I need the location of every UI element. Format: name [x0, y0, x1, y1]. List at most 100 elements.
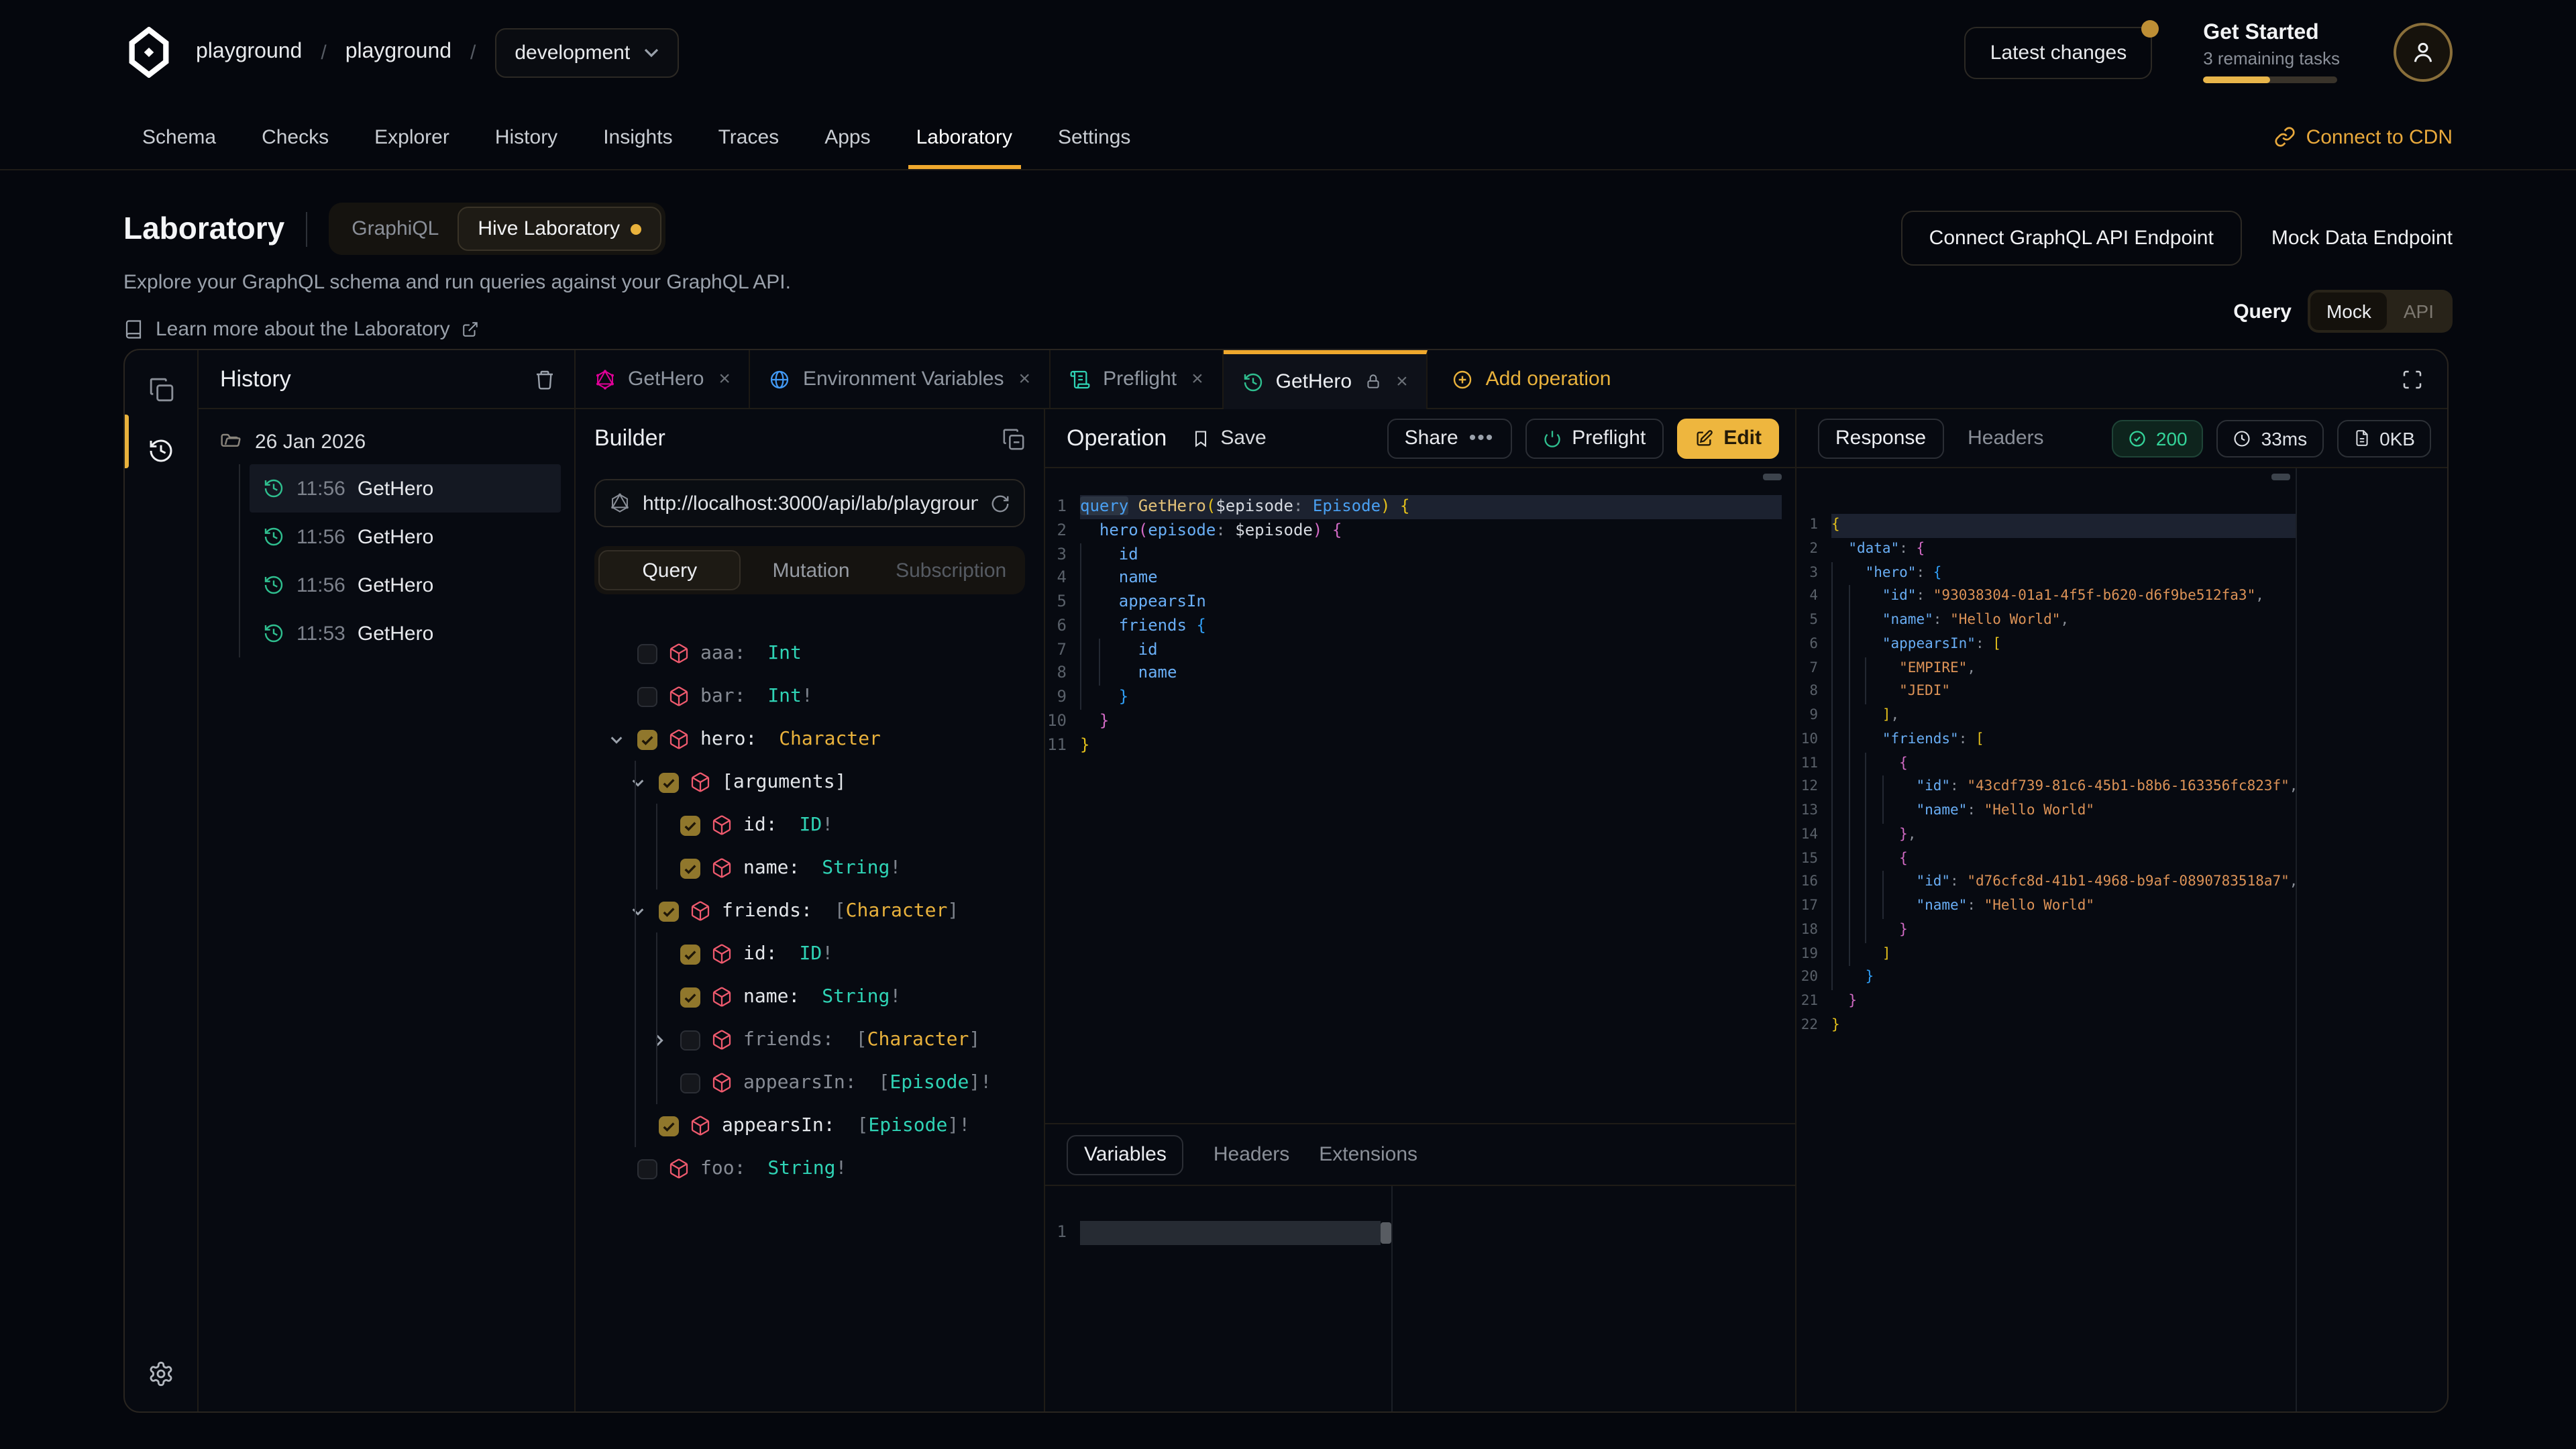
trash-icon[interactable]	[534, 368, 555, 390]
edit-button[interactable]: Edit	[1676, 418, 1779, 458]
field-checkbox[interactable]	[680, 1073, 700, 1093]
nav-item-schema[interactable]: Schema	[142, 125, 217, 148]
preflight-button[interactable]: Preflight	[1525, 418, 1664, 458]
close-tab-icon[interactable]: ×	[718, 368, 731, 390]
hive-logo-icon[interactable]	[123, 27, 174, 78]
target-selector[interactable]: development	[494, 28, 679, 77]
page-description: Explore your GraphQL schema and run quer…	[123, 271, 791, 294]
field-checkbox[interactable]	[637, 729, 657, 749]
history-entry-time: 11:53	[297, 622, 345, 645]
mode-option-api[interactable]: API	[2403, 301, 2434, 322]
builder-tab-subscription[interactable]: Subscription	[896, 559, 1007, 582]
connect-cdn-link[interactable]: Connect to CDN	[2274, 105, 2453, 169]
field-row-friends[interactable]: friends: [Character]	[594, 890, 1025, 932]
chevron-right-icon[interactable]	[648, 1032, 669, 1047]
mode-option-mock[interactable]: Mock	[2310, 292, 2387, 330]
history-entry[interactable]: 11:56 GetHero	[250, 561, 561, 609]
close-tab-icon[interactable]: ×	[1396, 370, 1408, 393]
operation-editor[interactable]: 1 query GetHero($episode: Episode) {2 her…	[1045, 468, 1795, 1123]
nav-item-checks[interactable]: Checks	[262, 125, 329, 148]
endpoint-url-input[interactable]	[643, 492, 978, 515]
field-checkbox[interactable]	[659, 901, 679, 921]
fullscreen-button[interactable]	[2377, 350, 2447, 408]
mock-data-endpoint-button[interactable]: Mock Data Endpoint	[2271, 227, 2453, 250]
chevron-down-icon[interactable]	[605, 732, 627, 747]
field-row-arguments[interactable]: [arguments]	[594, 761, 1025, 804]
field-checkbox[interactable]	[637, 1159, 657, 1179]
field-checkbox[interactable]	[659, 1116, 679, 1136]
nav-item-history[interactable]: History	[494, 125, 558, 148]
scrollbar-thumb[interactable]	[2271, 474, 2290, 480]
response-editor[interactable]: 1{2 "data": {3 "hero": {4 "id": "9303830…	[1796, 468, 2447, 1411]
builder-tab-query[interactable]: Query	[598, 550, 741, 590]
field-row-hero[interactable]: hero: Character	[594, 718, 1025, 761]
field-row-name[interactable]: name: String!	[594, 847, 1025, 890]
history-entry[interactable]: 11:53 GetHero	[250, 609, 561, 657]
bottom-tab-headers[interactable]: Headers	[1213, 1143, 1290, 1166]
field-row-name[interactable]: name: String!	[594, 975, 1025, 1018]
refresh-icon[interactable]	[990, 493, 1010, 513]
scrollbar-thumb[interactable]	[1763, 474, 1782, 480]
nav-item-apps[interactable]: Apps	[824, 125, 871, 148]
add-operation-button[interactable]: Add operation	[1428, 350, 1635, 408]
tab-response-headers[interactable]: Headers	[1968, 427, 2044, 449]
get-started-widget[interactable]: Get Started 3 remaining tasks	[2203, 21, 2340, 83]
nav-item-explorer[interactable]: Explorer	[374, 125, 449, 148]
field-row-bar[interactable]: bar: Int!	[594, 675, 1025, 718]
field-row-id[interactable]: id: ID!	[594, 932, 1025, 975]
settings-gear-icon[interactable]	[148, 1360, 174, 1387]
latest-changes-button[interactable]: Latest changes	[1964, 19, 2159, 78]
field-row-foo[interactable]: foo: String!	[594, 1147, 1025, 1190]
field-name: id:	[743, 943, 777, 965]
collapse-copy-icon[interactable]	[1002, 427, 1025, 450]
toggle-graphiql[interactable]: GraphiQL	[352, 217, 439, 240]
workspace-tab-preflight[interactable]: Preflight ×	[1051, 350, 1224, 408]
field-checkbox[interactable]	[680, 858, 700, 878]
field-row-appearsIn[interactable]: appearsIn: [Episode]!	[594, 1061, 1025, 1104]
history-date-group[interactable]: 26 Jan 2026	[220, 431, 561, 453]
close-tab-icon[interactable]: ×	[1018, 368, 1031, 390]
learn-more-link[interactable]: Learn more about the Laboratory	[123, 318, 791, 341]
field-checkbox[interactable]	[659, 772, 679, 792]
field-checkbox[interactable]	[680, 1030, 700, 1050]
field-type: Character	[779, 729, 881, 750]
field-checkbox[interactable]	[637, 643, 657, 663]
workspace-tab-environment-variables[interactable]: Environment Variables ×	[751, 350, 1051, 408]
scroll-icon	[1069, 368, 1091, 390]
field-checkbox[interactable]	[680, 987, 700, 1007]
field-row-aaa[interactable]: aaa: Int	[594, 632, 1025, 675]
breadcrumb-org[interactable]: playground	[196, 40, 303, 63]
variables-editor[interactable]: 1	[1045, 1186, 1795, 1411]
breadcrumb-project[interactable]: playground	[345, 40, 452, 63]
share-button[interactable]: Share •••	[1387, 418, 1512, 458]
top-bar: playground / playground / development La…	[0, 0, 2576, 170]
connect-graphql-endpoint-button[interactable]: Connect GraphQL API Endpoint	[1900, 211, 2242, 266]
scrollbar-thumb[interactable]	[1381, 1222, 1391, 1244]
field-row-id[interactable]: id: ID!	[594, 804, 1025, 847]
close-tab-icon[interactable]: ×	[1191, 368, 1203, 390]
tab-response[interactable]: Response	[1818, 418, 1944, 458]
nav-item-insights[interactable]: Insights	[603, 125, 673, 148]
workspace-tab-gethero[interactable]: GetHero ×	[576, 350, 751, 408]
user-avatar[interactable]	[2394, 23, 2453, 82]
nav-item-settings[interactable]: Settings	[1058, 125, 1131, 148]
field-checkbox[interactable]	[680, 815, 700, 835]
chevron-down-icon[interactable]	[627, 775, 648, 790]
history-entry[interactable]: 11:56 GetHero	[250, 464, 561, 513]
collections-icon[interactable]	[148, 377, 174, 402]
field-row-friends[interactable]: friends: [Character]	[594, 1018, 1025, 1061]
field-checkbox[interactable]	[680, 944, 700, 964]
bottom-tab-variables[interactable]: Variables	[1067, 1134, 1184, 1175]
bottom-tab-extensions[interactable]: Extensions	[1319, 1143, 1417, 1166]
nav-item-traces[interactable]: Traces	[718, 125, 780, 148]
field-row-appearsIn[interactable]: appearsIn: [Episode]!	[594, 1104, 1025, 1147]
history-entry[interactable]: 11:56 GetHero	[250, 513, 561, 561]
history-rail-icon[interactable]	[148, 437, 174, 464]
chevron-down-icon[interactable]	[627, 904, 648, 918]
save-button[interactable]: Save	[1191, 427, 1267, 449]
nav-item-laboratory[interactable]: Laboratory	[908, 105, 1020, 169]
workspace-tab-gethero[interactable]: GetHero ×	[1223, 350, 1428, 409]
field-checkbox[interactable]	[637, 686, 657, 706]
builder-tab-mutation[interactable]: Mutation	[772, 559, 850, 582]
toggle-hive-laboratory[interactable]: Hive Laboratory	[458, 207, 662, 251]
